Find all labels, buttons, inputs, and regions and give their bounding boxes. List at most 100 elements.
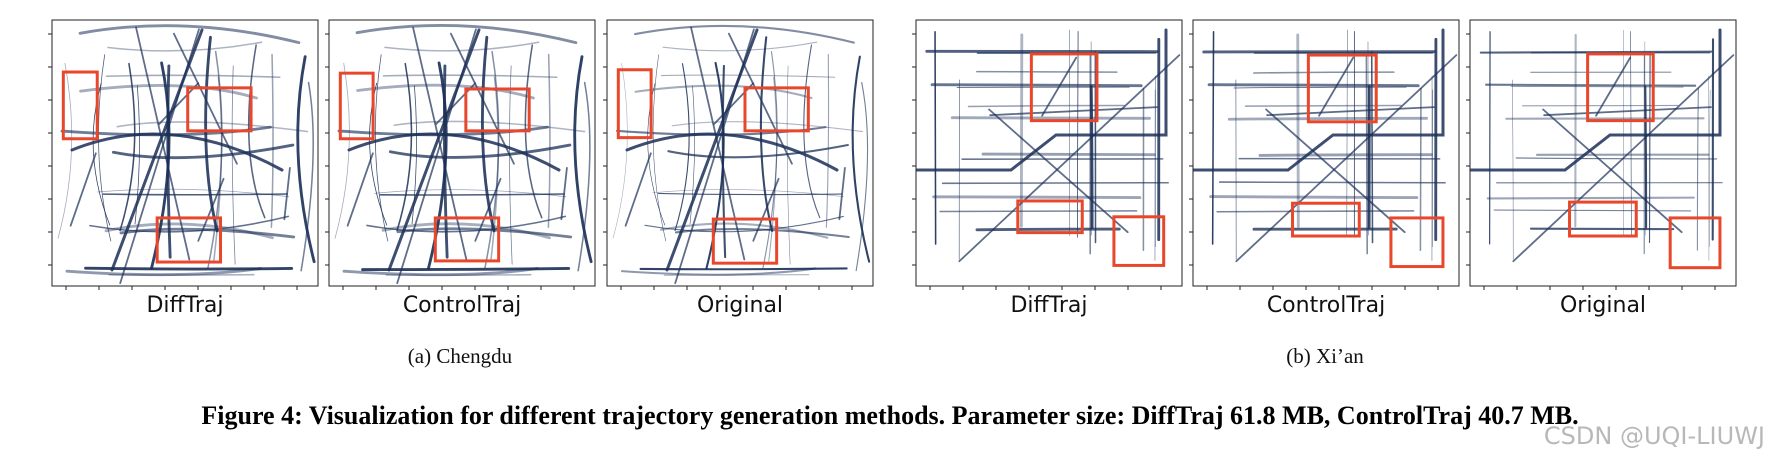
road	[547, 53, 551, 228]
road	[624, 152, 652, 227]
highlight-box	[1389, 216, 1445, 269]
highlight-box	[1586, 52, 1655, 123]
road-network	[612, 24, 871, 284]
road	[342, 267, 539, 277]
road	[1370, 51, 1374, 244]
highlight-box	[338, 71, 375, 141]
road	[396, 62, 413, 232]
map-panel: DiffTraj	[48, 19, 319, 318]
map-panel: ControlTraj	[325, 19, 596, 318]
road	[612, 62, 628, 239]
road	[752, 177, 780, 242]
road	[374, 54, 389, 242]
road	[1479, 50, 1713, 54]
road	[1211, 30, 1215, 245]
road	[1318, 56, 1355, 117]
road	[634, 84, 813, 100]
highlight-box	[743, 86, 810, 133]
highlight-box	[616, 68, 653, 140]
figure-caption: Figure 4: Visualization for different tr…	[201, 401, 1578, 430]
road	[1419, 87, 1422, 251]
road	[382, 74, 558, 79]
road	[65, 267, 262, 277]
road	[1470, 28, 1722, 172]
road	[346, 152, 374, 227]
road	[759, 36, 774, 232]
road	[1696, 88, 1699, 251]
watermark: CSDN @UQI-LIUWJ	[1544, 422, 1765, 450]
panel-frame	[606, 19, 874, 287]
road	[347, 28, 561, 272]
road	[204, 35, 219, 233]
road	[102, 193, 288, 196]
road	[932, 195, 1142, 200]
panel-frame	[51, 19, 319, 287]
road	[1233, 86, 1407, 89]
panel-frame	[1192, 19, 1460, 287]
road	[652, 54, 667, 242]
road	[838, 167, 846, 221]
road	[111, 143, 295, 160]
road	[941, 181, 1169, 185]
road	[97, 188, 290, 198]
road	[98, 54, 112, 242]
road	[484, 50, 500, 269]
road	[660, 74, 836, 78]
road	[84, 266, 294, 271]
road	[361, 267, 571, 272]
road	[975, 70, 1118, 73]
road	[79, 84, 258, 100]
road	[662, 41, 818, 52]
panel-label: Original	[1560, 293, 1646, 318]
road	[674, 63, 690, 232]
highlight-box	[186, 86, 253, 133]
highlight-box	[1306, 53, 1378, 124]
road	[135, 26, 191, 261]
road	[975, 227, 1121, 232]
road	[958, 54, 1181, 263]
map-panel: DiffTraj	[912, 19, 1183, 318]
road	[296, 55, 316, 264]
road	[1193, 28, 1445, 172]
road	[930, 83, 1143, 88]
road	[374, 189, 567, 198]
road	[855, 81, 869, 272]
road	[334, 62, 350, 239]
road	[107, 41, 263, 52]
road	[1266, 106, 1435, 117]
road	[825, 53, 830, 228]
road	[1209, 195, 1419, 200]
road	[728, 32, 793, 165]
road	[577, 81, 591, 272]
highlight-box	[1291, 201, 1361, 238]
road	[1648, 51, 1651, 244]
road	[934, 30, 937, 245]
highlight-box	[1568, 200, 1638, 238]
road	[1365, 54, 1368, 255]
map-panel: Original	[603, 19, 874, 318]
road	[950, 116, 1151, 120]
road	[1485, 83, 1697, 87]
panel-label: ControlTraj	[1267, 293, 1385, 318]
road	[652, 189, 844, 197]
road	[524, 44, 543, 219]
road	[442, 64, 449, 259]
road	[851, 55, 871, 263]
road	[356, 83, 535, 100]
road	[1252, 71, 1395, 74]
road	[1207, 83, 1420, 88]
road	[1595, 56, 1632, 117]
panel-label: DiffTraj	[1010, 293, 1087, 318]
road	[207, 50, 223, 269]
road	[721, 64, 727, 259]
road	[1218, 181, 1446, 184]
highlight-box	[1668, 216, 1722, 270]
subfigure-caption: (b) Xi’an	[1286, 344, 1364, 368]
road	[283, 167, 291, 221]
road	[69, 152, 97, 227]
map-panel: Original	[1466, 19, 1737, 318]
road	[639, 267, 848, 271]
road	[690, 26, 746, 261]
